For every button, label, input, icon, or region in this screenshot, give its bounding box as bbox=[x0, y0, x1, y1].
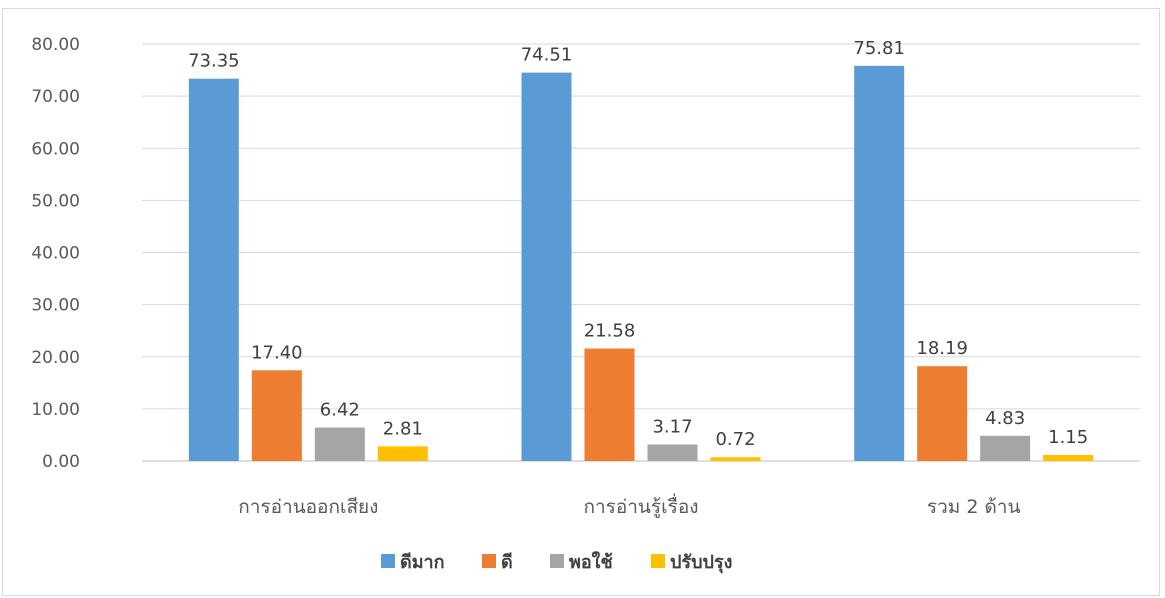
bar bbox=[377, 446, 428, 461]
y-tick-label: 80.00 bbox=[31, 35, 80, 55]
bar bbox=[647, 444, 698, 461]
bar bbox=[251, 370, 302, 461]
bar bbox=[521, 72, 572, 461]
y-tick-label: 30.00 bbox=[31, 296, 80, 316]
data-label: 4.83 bbox=[985, 408, 1025, 429]
y-axis-ticks: 0.00 10.00 20.00 30.00 40.00 50.00 60.00 70.00 8… bbox=[31, 35, 80, 472]
data-label: 17.40 bbox=[251, 342, 303, 363]
bar bbox=[1043, 455, 1094, 461]
y-tick-label: 70.00 bbox=[31, 87, 80, 107]
legend-label: พอใช้ bbox=[569, 551, 613, 573]
y-tick-label: 10.00 bbox=[31, 400, 80, 420]
legend-swatch bbox=[651, 554, 665, 568]
bars bbox=[188, 65, 1094, 462]
x-tick-label: รวม 2 ด้าน bbox=[927, 496, 1021, 518]
y-tick-label: 20.00 bbox=[31, 348, 80, 368]
y-tick-label: 0.00 bbox=[42, 452, 80, 472]
legend-label: ดี bbox=[501, 552, 513, 573]
y-tick-label: 50.00 bbox=[31, 191, 80, 211]
x-tick-label: การอ่านออกเสียง bbox=[238, 496, 378, 518]
y-tick-label: 40.00 bbox=[31, 244, 80, 264]
gridlines bbox=[142, 43, 1140, 462]
bar bbox=[710, 457, 761, 461]
bar bbox=[980, 435, 1031, 461]
bar bbox=[314, 427, 365, 461]
data-label: 2.81 bbox=[383, 418, 423, 439]
bar bbox=[917, 366, 968, 461]
legend-swatch bbox=[381, 554, 395, 568]
data-label: 6.42 bbox=[320, 400, 360, 421]
legend-label: ดีมาก bbox=[400, 552, 445, 573]
data-label: 75.81 bbox=[853, 38, 905, 59]
legend-label: ปรับปรุง bbox=[670, 552, 732, 574]
data-label: 18.19 bbox=[916, 338, 968, 359]
data-label: 1.15 bbox=[1048, 427, 1088, 448]
data-labels: 73.35 17.40 6.42 2.81 74.51 21.58 3.17 0.72 75.8… bbox=[188, 38, 1088, 450]
legend: ดีมาก ดี พอใช้ ปรับปรุง bbox=[381, 551, 732, 574]
bar bbox=[188, 78, 239, 462]
legend-swatch bbox=[550, 554, 564, 568]
data-label: 21.58 bbox=[584, 321, 636, 342]
data-label: 0.72 bbox=[715, 429, 755, 450]
legend-swatch bbox=[482, 554, 496, 568]
data-label: 74.51 bbox=[521, 45, 573, 66]
y-tick-label: 60.00 bbox=[31, 139, 80, 159]
x-tick-label: การอ่านรู้เรื่อง bbox=[583, 493, 698, 518]
data-label: 3.17 bbox=[652, 416, 692, 437]
x-axis-ticks: การอ่านออกเสียง การอ่านรู้เรื่อง รวม 2 ด้า… bbox=[238, 493, 1020, 518]
bar bbox=[854, 65, 905, 461]
bar bbox=[584, 348, 635, 461]
data-label: 73.35 bbox=[188, 51, 240, 72]
